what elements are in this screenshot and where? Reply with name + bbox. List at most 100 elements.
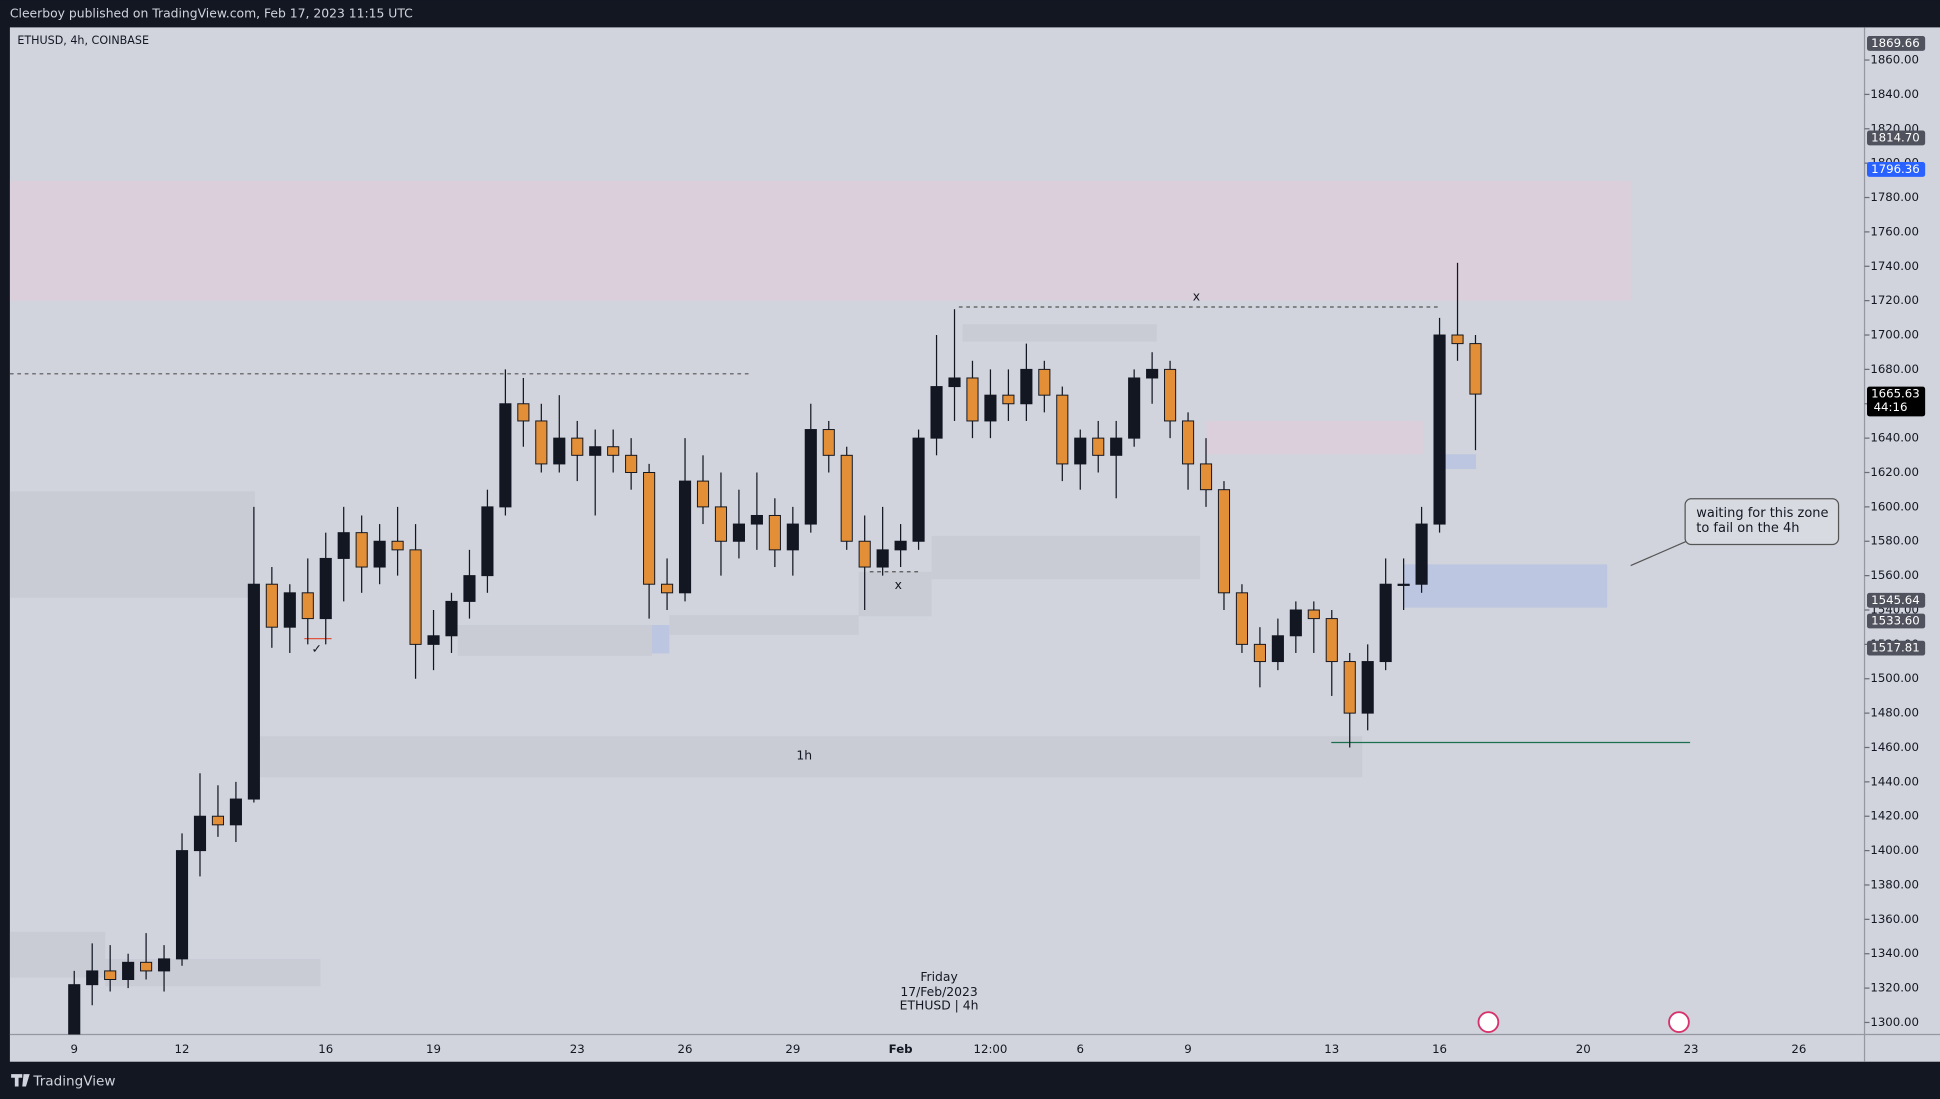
candle-body <box>1020 368 1033 405</box>
crosshair-label: ETHUSD | 4h <box>900 999 979 1013</box>
candle-body <box>804 429 817 525</box>
price-label: 1517.81 <box>1871 641 1920 655</box>
candle-body <box>1199 463 1213 491</box>
zone <box>962 324 1157 342</box>
price-label-box <box>1867 613 1926 629</box>
candle-body <box>1038 368 1051 396</box>
event-icon[interactable] <box>1477 1011 1500 1033</box>
y-tick-label: 1340.00 <box>1870 946 1919 960</box>
candle-body <box>1235 592 1249 645</box>
y-tick-label: 1360.00 <box>1870 912 1919 926</box>
price-label-box <box>1867 386 1926 417</box>
x-tick-label: 13 <box>1324 1042 1339 1056</box>
y-tick-label: 1860.00 <box>1870 53 1919 67</box>
candle-body <box>535 420 548 465</box>
candle-body <box>858 540 871 568</box>
event-icon[interactable] <box>1668 1011 1690 1033</box>
candle-body <box>822 429 835 456</box>
y-tick-label: 1780.00 <box>1870 190 1919 204</box>
candle-body <box>445 600 458 637</box>
candle-body <box>1325 618 1338 663</box>
candle-body <box>1433 334 1446 525</box>
y-tick-label: 1680.00 <box>1870 362 1919 376</box>
candle-body <box>481 506 494 577</box>
countdown: 44:16 <box>1874 400 1908 414</box>
candle-body <box>876 549 889 568</box>
candle-body <box>1110 437 1123 456</box>
callout-text: to fail on the 4h <box>1696 521 1799 536</box>
candle-body <box>122 961 135 980</box>
zone <box>1403 564 1608 608</box>
x-tick-label: 29 <box>785 1042 800 1056</box>
candle-body <box>517 403 530 422</box>
candle-body <box>1451 334 1464 345</box>
y-tick-label: 1460.00 <box>1870 740 1919 754</box>
candle-body <box>229 798 242 826</box>
y-tick-label: 1620.00 <box>1870 465 1919 479</box>
x-tick-label: 9 <box>70 1042 77 1056</box>
candle-body <box>1361 661 1374 714</box>
crosshair-label: Friday <box>920 970 957 984</box>
candle-body <box>193 815 207 852</box>
candle-body <box>1056 394 1069 465</box>
x-tick-label: 6 <box>1077 1042 1084 1056</box>
price-label-box <box>1867 36 1926 51</box>
x-tick-label: 19 <box>426 1042 441 1056</box>
candle-body <box>1253 643 1266 663</box>
callout-box <box>1684 498 1840 546</box>
candle-body <box>589 446 602 456</box>
candle-body <box>840 454 853 542</box>
candle-body <box>1397 583 1410 586</box>
zone <box>858 571 932 617</box>
candle-body <box>1146 368 1159 379</box>
x-tick-label: 12 <box>175 1042 190 1056</box>
candle-body <box>1415 523 1428 585</box>
candle-body <box>948 377 961 388</box>
y-tick-label: 1560.00 <box>1870 568 1919 582</box>
candle-body <box>463 575 476 602</box>
y-tick-label: 1720.00 <box>1870 293 1919 307</box>
annotation: x <box>1193 290 1200 304</box>
x-tick-label: 9 <box>1184 1042 1191 1056</box>
candle-body <box>283 592 296 628</box>
annotation: 1h <box>796 749 812 763</box>
candle-body <box>966 377 979 422</box>
y-tick-label: 1300.00 <box>1870 1015 1919 1029</box>
y-tick-label: 1640.00 <box>1870 431 1919 445</box>
candle-body <box>211 815 225 826</box>
candle-body <box>930 386 943 439</box>
candle-body <box>1307 609 1320 620</box>
candle-body <box>1164 368 1177 422</box>
candle-body <box>391 540 404 551</box>
price-label: 1533.60 <box>1871 613 1920 627</box>
y-tick-label: 1480.00 <box>1870 706 1919 720</box>
candle-body <box>1343 661 1356 714</box>
candle-body <box>625 454 638 474</box>
y-tick-label: 1700.00 <box>1870 328 1919 342</box>
candle-body <box>984 394 997 422</box>
zone <box>9 180 1631 301</box>
x-tick-label: 12:00 <box>974 1042 1008 1056</box>
candle-body <box>104 970 117 980</box>
annotation: ✓ <box>312 642 322 656</box>
x-tick-label: Feb <box>889 1042 913 1056</box>
candle-body <box>607 446 620 456</box>
candle-body <box>714 506 728 542</box>
zone <box>1206 420 1423 455</box>
callout-text: waiting for this zone <box>1696 506 1828 521</box>
candles <box>68 262 1482 1035</box>
candle-body <box>301 592 314 620</box>
candle-body <box>265 583 278 628</box>
candle-body <box>1002 394 1015 405</box>
price-label-box <box>1867 640 1926 656</box>
zone <box>669 615 859 635</box>
x-tick-label: 26 <box>678 1042 693 1056</box>
x-tick-label: 23 <box>570 1042 585 1056</box>
candle-body <box>1469 343 1482 395</box>
y-tick-label: 1380.00 <box>1870 877 1919 891</box>
annotation: x <box>895 578 902 592</box>
candle-body <box>571 437 584 456</box>
zone <box>254 736 1363 778</box>
